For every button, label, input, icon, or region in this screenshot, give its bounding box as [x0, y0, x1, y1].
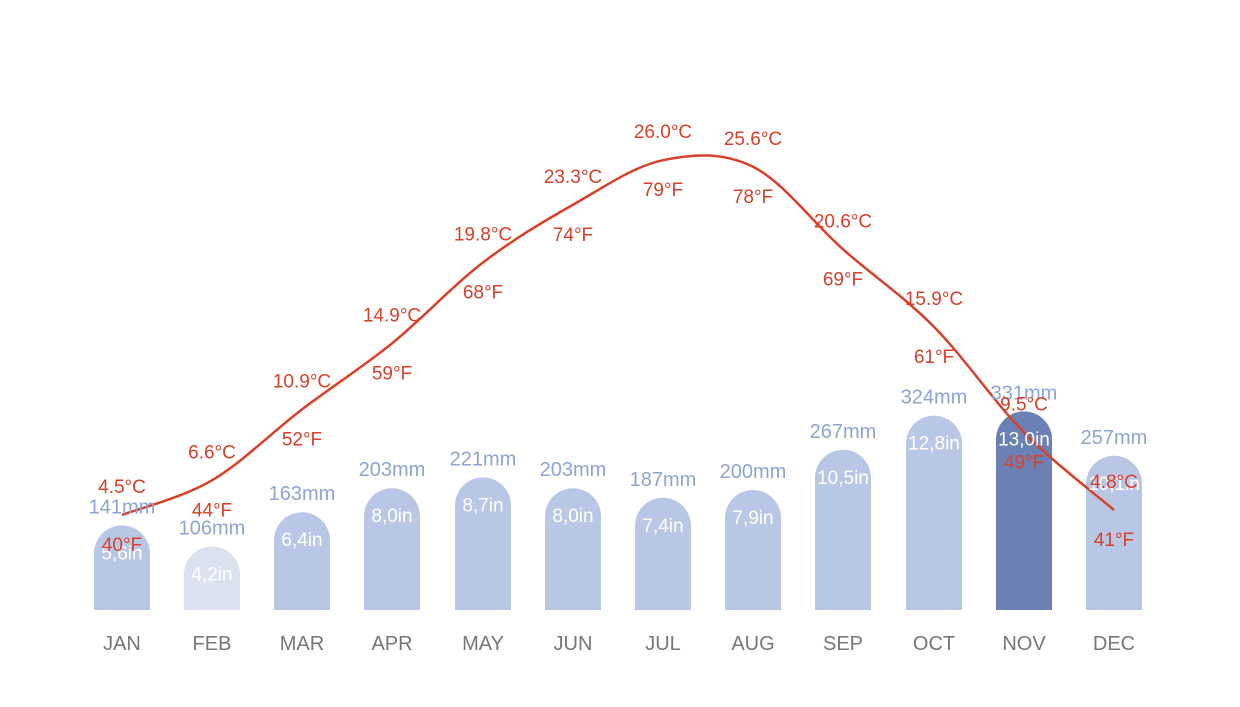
bar-mm-label: 141mm	[89, 496, 156, 518]
bar-inches-label: 7,4in	[642, 516, 683, 537]
temp-celsius-label: 19.8°C	[454, 225, 512, 246]
bar-mm-label: 324mm	[901, 387, 968, 409]
temp-fahrenheit-label: 44°F	[192, 500, 232, 521]
bar-mm-label: 203mm	[359, 459, 426, 481]
temp-celsius-label: 6.6°C	[188, 442, 236, 463]
bar-inches-label: 12,8in	[908, 434, 960, 455]
temp-fahrenheit-label: 78°F	[733, 187, 773, 208]
month-label: OCT	[913, 633, 955, 655]
temp-celsius-label: 4.8°C	[1090, 472, 1138, 493]
bar-sep	[815, 449, 871, 610]
temp-celsius-label: 23.3°C	[544, 167, 602, 188]
bar-mm-label: 200mm	[720, 461, 787, 483]
bar-inches-label: 5,6in	[101, 543, 142, 564]
month-label: NOV	[1002, 633, 1046, 655]
temp-fahrenheit-label: 52°F	[282, 429, 322, 450]
bar-inches-label: 8,7in	[462, 495, 503, 516]
temp-celsius-label: 14.9°C	[363, 305, 421, 326]
bar-inches-label: 6,4in	[281, 530, 322, 551]
bar-mar	[274, 512, 330, 610]
month-label: AUG	[731, 633, 774, 655]
bars-layer	[94, 411, 1142, 610]
temp-fahrenheit-label: 69°F	[823, 269, 863, 290]
month-label: JUN	[554, 633, 593, 655]
temperature-line-layer	[121, 154, 1115, 517]
labels-layer: 5,6in 141mm JAN 4,2in 106mm FEB 6,4in 163mm MAR 8…	[89, 122, 1148, 655]
month-label: JAN	[103, 633, 141, 655]
temp-celsius-label: 20.6°C	[814, 211, 872, 232]
month-label: DEC	[1093, 633, 1135, 655]
temperature-line	[121, 154, 1115, 517]
temp-celsius-label: 25.6°C	[724, 129, 782, 150]
month-label: MAR	[280, 633, 324, 655]
temp-fahrenheit-label: 41°F	[1094, 530, 1134, 551]
bar-inches-label: 8,0in	[371, 506, 412, 527]
temp-celsius-label: 10.9°C	[273, 371, 331, 392]
temp-fahrenheit-label: 61°F	[914, 347, 954, 368]
temp-fahrenheit-label: 74°F	[553, 225, 593, 246]
bar-inches-label: 4,2in	[191, 564, 232, 585]
temp-fahrenheit-label: 59°F	[372, 363, 412, 384]
month-label: SEP	[823, 633, 863, 655]
month-label: JUL	[645, 633, 681, 655]
temp-celsius-label: 15.9°C	[905, 289, 963, 310]
bar-inches-label: 10,5in	[817, 468, 869, 489]
temp-fahrenheit-label: 40°F	[102, 535, 142, 556]
bar-feb	[184, 546, 241, 610]
bar-mm-label: 203mm	[540, 459, 607, 481]
bar-apr	[364, 488, 420, 610]
month-label: APR	[371, 633, 412, 655]
bar-mm-label: 187mm	[630, 469, 697, 491]
bar-oct	[906, 415, 962, 610]
bar-mm-label: 257mm	[1081, 427, 1148, 449]
temp-celsius-label: 4.5°C	[98, 477, 146, 498]
bar-mm-label: 163mm	[269, 483, 336, 505]
bar-jul	[635, 497, 691, 610]
temp-fahrenheit-label: 49°F	[1004, 452, 1044, 473]
bar-inches-label: 8,0in	[552, 506, 593, 527]
temp-fahrenheit-label: 68°F	[463, 283, 503, 304]
temp-celsius-label: 26.0°C	[634, 122, 692, 143]
temp-celsius-label: 9.5°C	[1000, 394, 1048, 415]
bar-mm-label: 267mm	[810, 421, 877, 443]
bar-inches-label: 13,0in	[998, 429, 1050, 450]
temp-fahrenheit-label: 79°F	[643, 180, 683, 201]
bar-jun	[545, 488, 601, 610]
bar-mm-label: 221mm	[450, 448, 517, 470]
bar-jan	[94, 525, 150, 610]
month-label: MAY	[462, 633, 504, 655]
bar-inches-label: 10,1in	[1088, 474, 1140, 495]
bar-inches-label: 7,9in	[732, 508, 773, 529]
bar-mm-label: 106mm	[179, 517, 246, 539]
bar-may	[455, 477, 511, 610]
bar-nov	[996, 411, 1052, 610]
bar-dec	[1086, 455, 1142, 610]
bar-mm-label: 331mm	[991, 382, 1058, 404]
bar-aug	[725, 490, 781, 610]
month-label: FEB	[193, 633, 232, 655]
